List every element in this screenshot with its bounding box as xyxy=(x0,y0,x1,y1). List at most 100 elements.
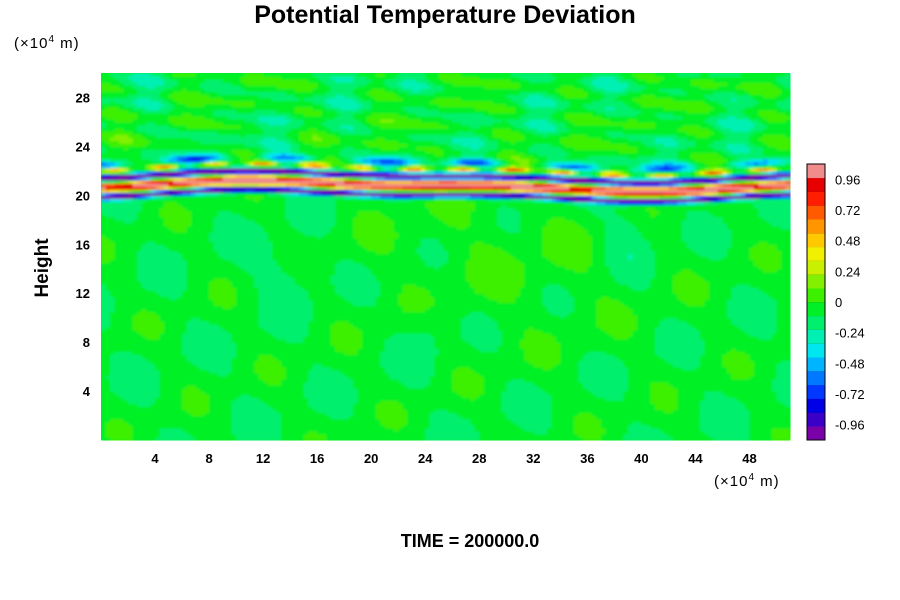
heatmap-cell xyxy=(762,421,769,426)
heatmap-cell xyxy=(285,409,291,414)
heatmap-cell xyxy=(564,418,570,423)
heatmap-cell xyxy=(524,430,530,435)
heatmap-cell xyxy=(776,412,782,417)
heatmap-cell xyxy=(164,433,170,438)
heatmap-cell xyxy=(402,433,408,438)
heatmap-cell xyxy=(560,415,566,420)
heatmap-cell xyxy=(150,406,156,411)
heatmap-cell xyxy=(263,424,269,429)
heatmap-cell xyxy=(492,430,498,435)
heatmap-cell xyxy=(204,409,210,414)
heatmap-cell xyxy=(623,409,629,414)
heatmap-cell xyxy=(510,433,516,438)
heatmap-cell xyxy=(416,433,422,438)
heatmap-cell xyxy=(204,427,210,432)
heatmap-cell xyxy=(393,409,399,414)
heatmap-cell xyxy=(380,412,386,417)
heatmap-cell xyxy=(231,409,237,414)
heatmap-cell xyxy=(753,436,760,441)
heatmap-cell xyxy=(254,424,260,429)
heatmap-cell xyxy=(447,436,453,441)
heatmap-cell xyxy=(335,415,341,420)
heatmap-cell xyxy=(749,415,755,420)
heatmap-cell xyxy=(605,415,611,420)
heatmap-cell xyxy=(209,430,215,435)
heatmap-cell xyxy=(578,424,584,429)
heatmap-cell xyxy=(717,415,724,420)
heatmap-cell xyxy=(303,427,309,432)
heatmap-cell xyxy=(254,418,260,423)
heatmap-cell xyxy=(254,436,260,441)
heatmap-cell xyxy=(321,412,327,417)
heatmap-cell xyxy=(434,424,440,429)
heatmap-cell xyxy=(281,421,287,426)
heatmap-cell xyxy=(420,409,426,414)
heatmap-cell xyxy=(560,430,566,435)
heatmap-cell xyxy=(645,415,651,420)
heatmap-cell xyxy=(308,430,314,435)
heatmap-cell xyxy=(105,421,111,426)
heatmap-cell xyxy=(348,421,354,426)
heatmap-cell xyxy=(614,418,620,423)
heatmap-cell xyxy=(731,421,737,426)
heatmap-cell xyxy=(236,418,242,423)
heatmap-cell xyxy=(704,418,710,423)
heatmap-cell xyxy=(740,418,746,423)
heatmap-cell xyxy=(132,406,138,411)
heatmap-cell xyxy=(195,406,201,411)
heatmap-cell xyxy=(137,412,143,417)
heatmap-cell xyxy=(708,424,715,429)
heatmap-cell xyxy=(312,412,318,417)
heatmap-cell xyxy=(110,436,116,441)
heatmap-cell xyxy=(317,406,323,411)
heatmap-cell xyxy=(645,421,651,426)
heatmap-cell xyxy=(240,415,246,420)
heatmap-cell xyxy=(731,412,737,417)
heatmap-cell xyxy=(222,406,228,411)
heatmap-cell xyxy=(780,421,787,426)
heatmap-cell xyxy=(177,409,183,414)
heatmap-cell xyxy=(537,412,543,417)
heatmap-cell xyxy=(393,421,399,426)
heatmap-cell xyxy=(546,433,552,438)
heatmap-cell xyxy=(785,418,791,423)
heatmap-cell xyxy=(393,427,399,432)
heatmap-cell xyxy=(375,406,381,411)
heatmap-cell xyxy=(254,415,260,420)
heatmap-cell xyxy=(204,433,210,438)
heatmap-cell xyxy=(551,433,557,438)
heatmap-cell xyxy=(578,436,584,441)
heatmap-cell xyxy=(299,415,305,420)
heatmap-cell xyxy=(375,436,381,441)
heatmap-cell xyxy=(479,436,485,441)
heatmap-cell xyxy=(767,436,773,441)
heatmap-cell xyxy=(474,409,480,414)
heatmap-cell xyxy=(587,430,593,435)
heatmap-cell xyxy=(699,418,706,423)
heatmap-cell xyxy=(186,427,192,432)
heatmap-cell xyxy=(384,418,390,423)
heatmap-cell xyxy=(119,436,125,441)
heatmap-cell xyxy=(357,412,363,417)
heatmap-cell xyxy=(204,436,210,441)
heatmap-cell xyxy=(663,412,670,417)
heatmap-cell xyxy=(299,406,305,411)
heatmap-cell xyxy=(564,433,570,438)
heatmap-cell xyxy=(402,415,408,420)
heatmap-cell xyxy=(339,409,345,414)
heatmap-cell xyxy=(357,427,363,432)
heatmap-cell xyxy=(231,424,237,429)
heatmap-cell xyxy=(542,415,548,420)
heatmap-cell xyxy=(528,427,534,432)
heatmap-cell xyxy=(704,421,710,426)
heatmap-cell xyxy=(762,433,769,438)
heatmap-cell xyxy=(420,412,426,417)
heatmap-cell xyxy=(713,427,719,432)
heatmap-cell xyxy=(128,430,134,435)
heatmap-cell xyxy=(353,406,359,411)
heatmap-cell xyxy=(528,421,534,426)
heatmap-cell xyxy=(506,424,512,429)
heatmap-cell xyxy=(771,409,778,414)
heatmap-cell xyxy=(470,424,476,429)
heatmap-cell xyxy=(618,424,624,429)
